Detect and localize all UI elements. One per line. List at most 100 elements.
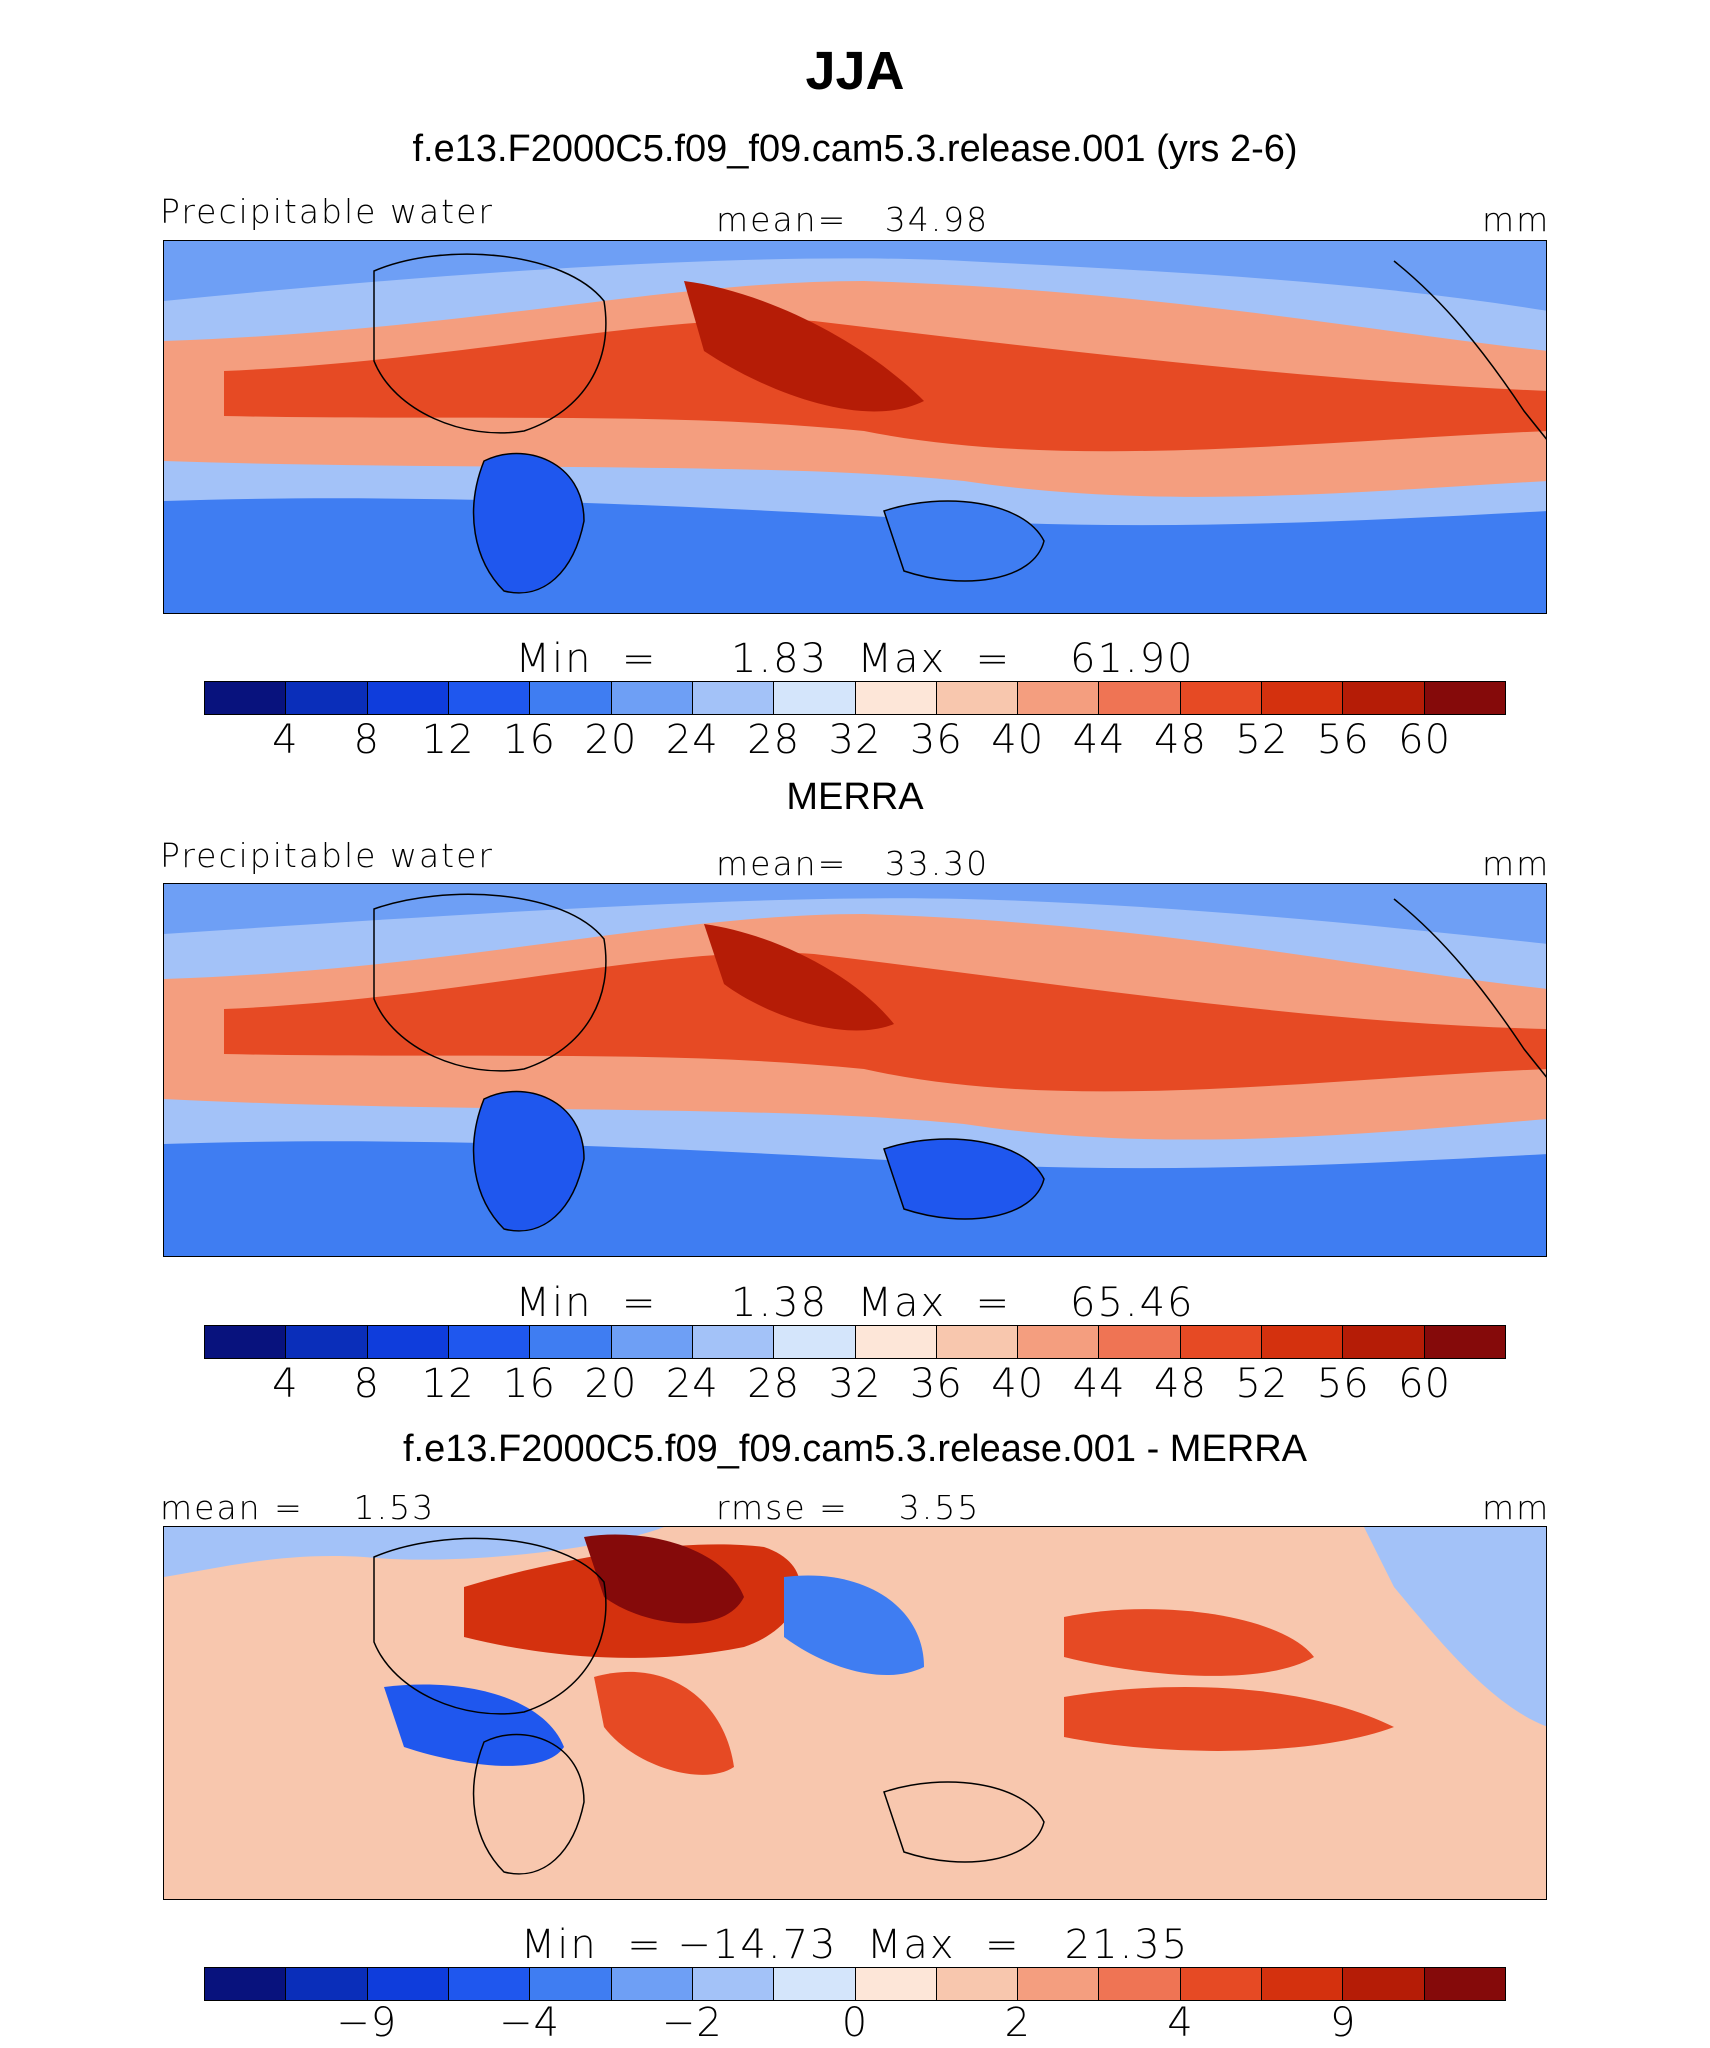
panel-1-subtitle: f.e13.F2000C5.f09_f09.cam5.3.release.001…	[412, 128, 1298, 170]
colorbar-1-segment	[1099, 682, 1181, 714]
panel-3-rmse-label: rmse = 3.55	[716, 1488, 981, 1527]
colorbar-1-tick-label: 16	[503, 717, 556, 763]
colorbar-2-tick-label: 32	[828, 1361, 882, 1407]
colorbar-2-segment	[205, 1326, 287, 1358]
panel-2-variable-label: Precipitable water	[160, 836, 494, 875]
colorbar-2-segment	[1099, 1326, 1181, 1358]
colorbar-1-tick-label: 12	[421, 717, 475, 763]
panel-3-pacific-warm-2	[1064, 1687, 1394, 1751]
panel-2-minmax: Min = 1.38 Max = 65.46	[515, 1280, 1195, 1326]
colorbar-1-tick-label: 20	[584, 717, 638, 763]
panel-2-colorbar	[204, 1325, 1506, 1359]
colorbar-1-tick-label: 4	[272, 717, 299, 763]
panel-1-minmax: Min = 1.83 Max = 61.90	[515, 636, 1195, 682]
colorbar-1-tick-label: 8	[353, 717, 380, 763]
panel-1-north-band	[164, 241, 1546, 311]
panel-1-map	[163, 240, 1547, 614]
panel-2-australia	[883, 1138, 1045, 1220]
panel-1-units-label: mm	[1482, 200, 1551, 239]
colorbar-1-segment	[611, 682, 693, 714]
colorbar-2-segment	[530, 1326, 612, 1358]
panel-1-monsoon-core	[684, 281, 924, 412]
colorbar-1-segment	[205, 682, 287, 714]
panel-2-monsoon-core	[704, 924, 894, 1031]
colorbar-3-segment	[936, 1968, 1019, 2000]
colorbar-3-tick-label: −2	[661, 2000, 723, 2046]
panel-3-colorbar-ticks: −9 −4 −2 0 2 4 9	[204, 2000, 1506, 2046]
panel-1-australia	[883, 500, 1045, 582]
colorbar-3-segment	[1343, 1968, 1425, 2000]
colorbar-1-segment	[692, 682, 775, 714]
colorbar-1-segment	[1424, 682, 1505, 714]
panel-2-units-label: mm	[1482, 844, 1551, 883]
colorbar-2-segment	[286, 1326, 368, 1358]
colorbar-2-tick-label: 4	[272, 1361, 299, 1407]
colorbar-2-tick-label: 40	[991, 1361, 1045, 1407]
colorbar-2-segment	[936, 1326, 1019, 1358]
colorbar-3-segment	[205, 1968, 287, 2000]
panel-3-americas-cool	[1364, 1527, 1546, 1727]
panel-2-map-svg	[164, 884, 1546, 1256]
colorbar-2-segment	[692, 1326, 775, 1358]
colorbar-2-tick-label: 44	[1072, 1361, 1126, 1407]
colorbar-2-tick-label: 12	[421, 1361, 475, 1407]
colorbar-3-segment	[855, 1968, 937, 2000]
figure-title: JJA	[805, 41, 905, 101]
colorbar-2-segment	[1262, 1326, 1344, 1358]
colorbar-3-segment	[1099, 1968, 1181, 2000]
colorbar-3-segment	[1424, 1968, 1505, 2000]
panel-2-africa-south	[472, 1090, 585, 1232]
panel-1-colorbar-ticks: 4 8 12 16 20 24 28 32 36 40 44 48 52 56 60	[204, 717, 1506, 763]
colorbar-2-segment	[367, 1326, 449, 1358]
colorbar-1-tick-label: 60	[1398, 717, 1452, 763]
panel-3-units-label: mm	[1482, 1488, 1551, 1527]
colorbar-1-segment	[774, 682, 856, 714]
panel-3-coastlines	[373, 1537, 1045, 1875]
colorbar-1-segment	[286, 682, 368, 714]
colorbar-3-segment	[1262, 1968, 1344, 2000]
panel-3-colorbar	[204, 1967, 1506, 2001]
colorbar-2-tick-label: 56	[1316, 1361, 1370, 1407]
colorbar-1-tick-label: 52	[1235, 717, 1289, 763]
colorbar-2-tick-label: 16	[503, 1361, 556, 1407]
panel-3-se-asia-cool	[784, 1575, 924, 1676]
panel-1-mean-label: mean= 34.98	[716, 200, 990, 239]
colorbar-2-segment	[611, 1326, 693, 1358]
colorbar-1-segment	[448, 682, 531, 714]
colorbar-1-tick-label: 28	[747, 717, 801, 763]
colorbar-1-segment	[936, 682, 1019, 714]
colorbar-2-tick-label: 24	[665, 1361, 719, 1407]
colorbar-1-segment	[367, 682, 449, 714]
panel-3-arabia-core	[584, 1534, 744, 1624]
colorbar-1-tick-label: 48	[1154, 717, 1207, 763]
colorbar-2-tick-label: 52	[1235, 1361, 1289, 1407]
panel-2-mean-label: mean= 33.30	[716, 844, 990, 883]
colorbar-3-segment	[611, 1968, 693, 2000]
panel-1-map-svg	[164, 241, 1546, 613]
colorbar-1-segment	[1018, 682, 1100, 714]
colorbar-1-tick-label: 40	[991, 717, 1045, 763]
colorbar-2-segment	[1018, 1326, 1100, 1358]
colorbar-1-tick-label: 56	[1316, 717, 1370, 763]
colorbar-3-segment	[692, 1968, 775, 2000]
colorbar-2-segment	[774, 1326, 856, 1358]
colorbar-3-tick-label: 0	[841, 2000, 869, 2046]
colorbar-1-segment	[1180, 682, 1263, 714]
colorbar-1-segment	[855, 682, 937, 714]
panel-1-americas-coast	[1393, 260, 1546, 440]
panel-2-colorbar-ticks: 4 8 12 16 20 24 28 32 36 40 44 48 52 56 60	[204, 1361, 1506, 1407]
panel-3-subtitle: f.e13.F2000C5.f09_f09.cam5.3.release.001…	[402, 1428, 1308, 1470]
colorbar-3-tick-label: −9	[336, 2000, 398, 2046]
colorbar-3-tick-label: 2	[1004, 2000, 1031, 2046]
colorbar-3-tick-label: 9	[1330, 2000, 1357, 2046]
colorbar-2-tick-label: 20	[584, 1361, 638, 1407]
colorbar-2-segment	[1180, 1326, 1263, 1358]
colorbar-3-segment	[774, 1968, 856, 2000]
colorbar-3-segment	[1180, 1968, 1263, 2000]
colorbar-1-segment	[1262, 682, 1344, 714]
panel-2-north-band	[164, 884, 1546, 944]
colorbar-3-segment	[530, 1968, 612, 2000]
panel-3-mean-label: mean = 1.53	[160, 1488, 436, 1527]
colorbar-2-tick-label: 36	[909, 1361, 963, 1407]
panel-2-subtitle: MERRA	[786, 776, 924, 818]
